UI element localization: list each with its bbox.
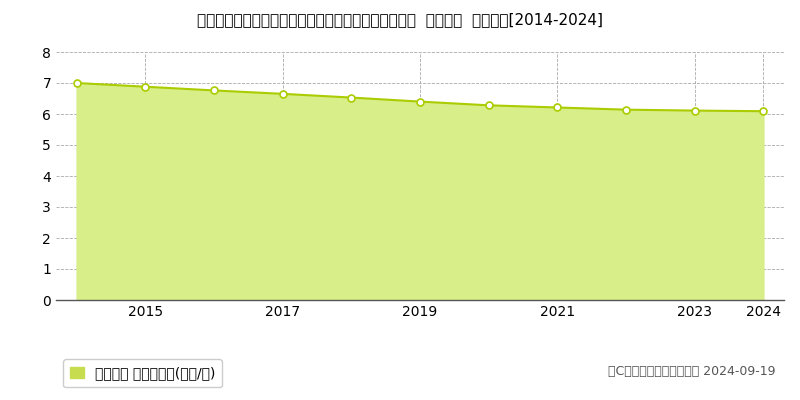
Text: 和歌山県日高郡日高町大字荊木字萩之前６３５番２外  基準地価  地価推移[2014-2024]: 和歌山県日高郡日高町大字荊木字萩之前６３５番２外 基準地価 地価推移[2014-… — [197, 12, 603, 27]
Legend: 基準地価 平均坪単価(万円/坪): 基準地価 平均坪単価(万円/坪) — [63, 360, 222, 387]
Text: （C）土地価格ドットコム 2024-09-19: （C）土地価格ドットコム 2024-09-19 — [609, 365, 776, 378]
